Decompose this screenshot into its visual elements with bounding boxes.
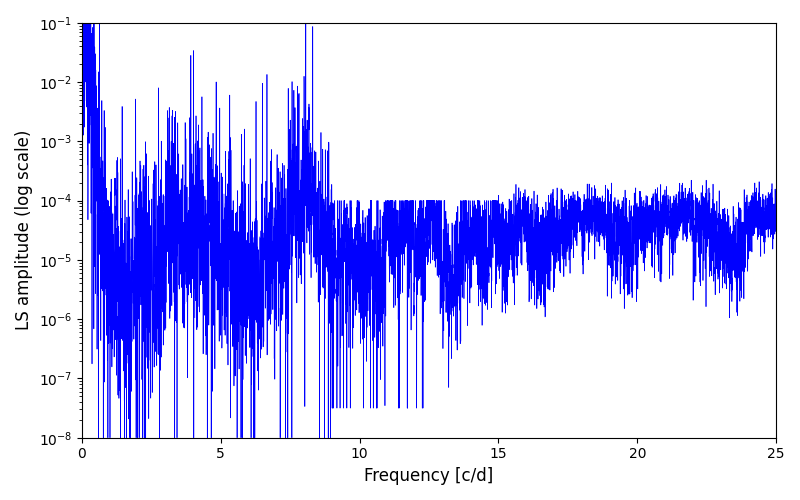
X-axis label: Frequency [c/d]: Frequency [c/d] — [364, 467, 494, 485]
Y-axis label: LS amplitude (log scale): LS amplitude (log scale) — [15, 130, 33, 330]
